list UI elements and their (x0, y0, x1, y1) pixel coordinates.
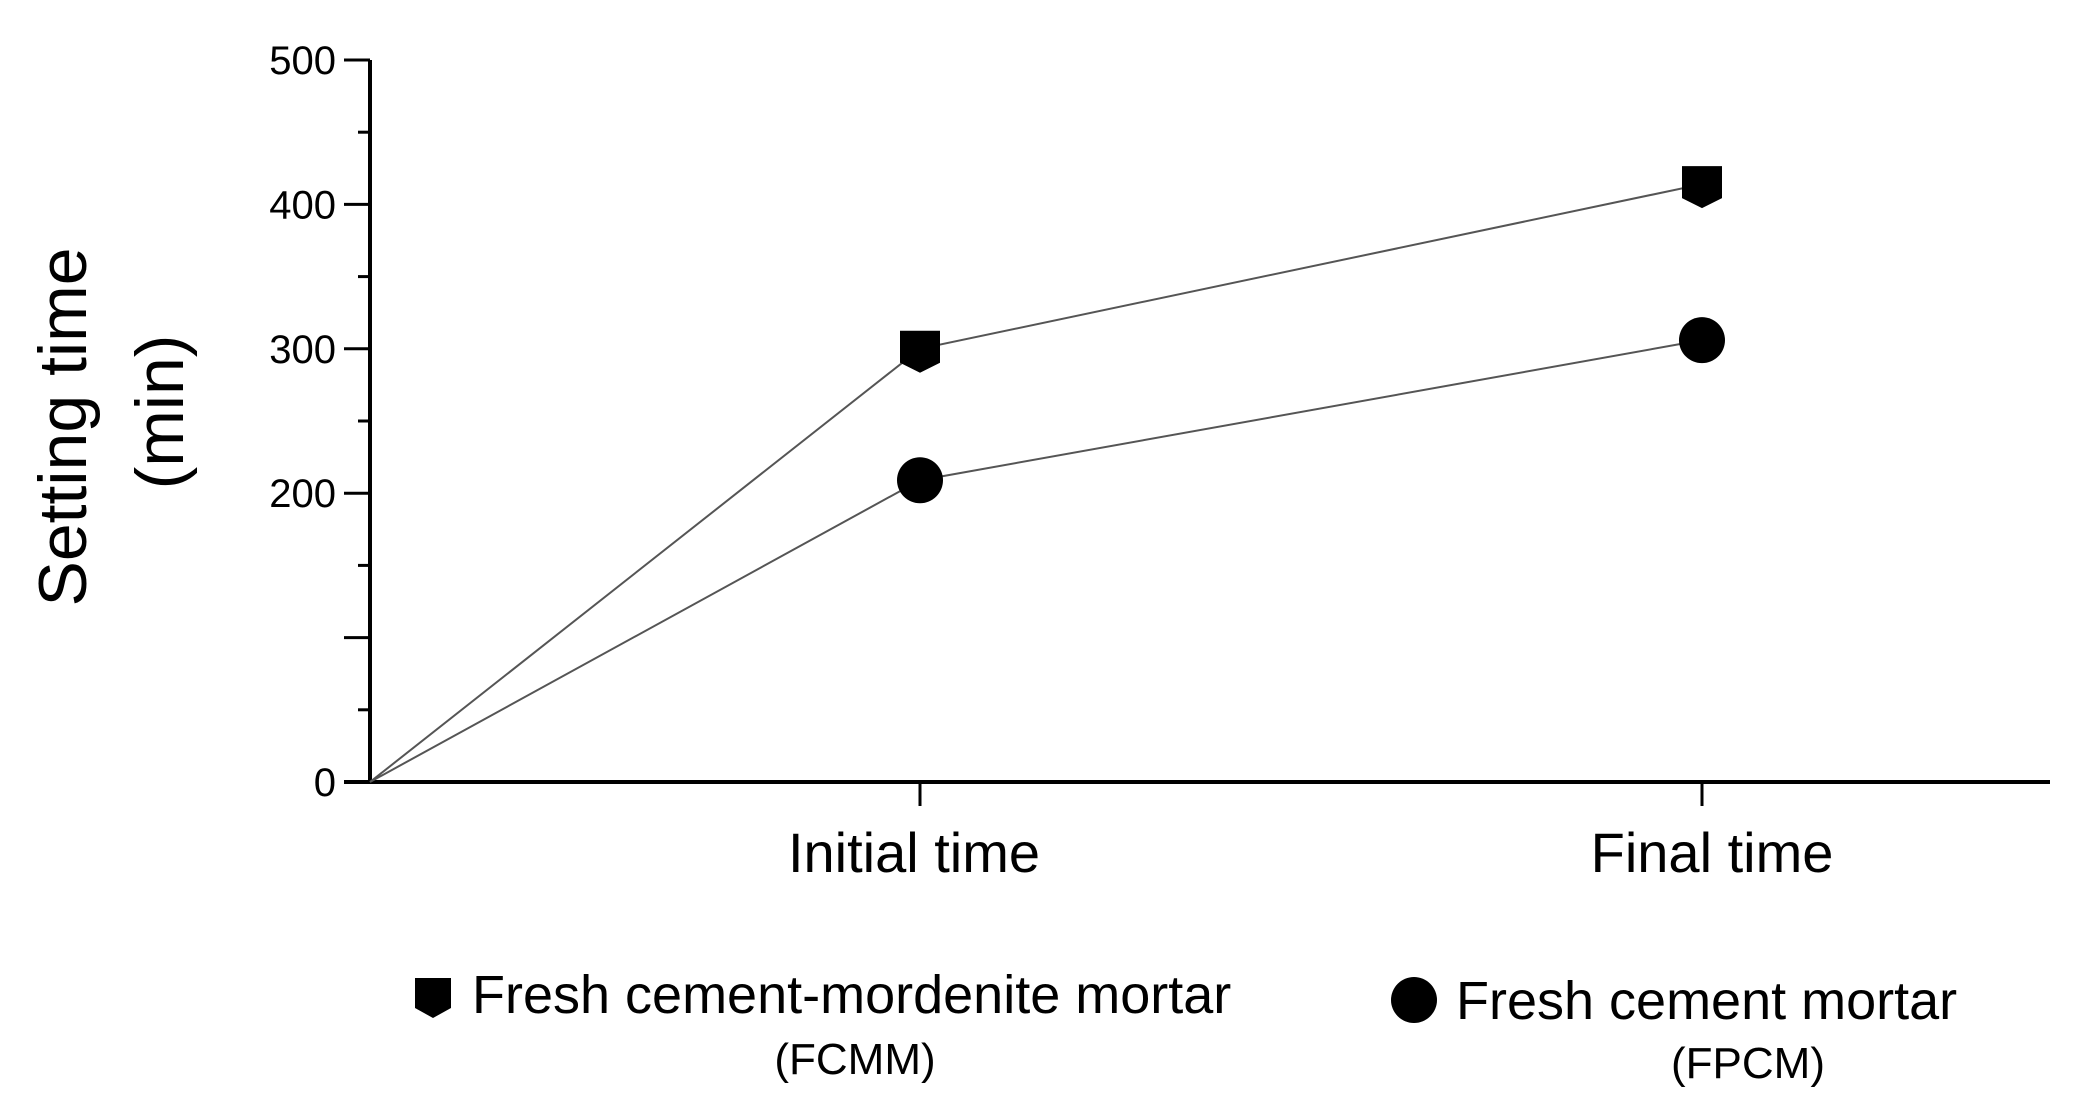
y-tick-label-300: 300 (269, 328, 336, 372)
y-ticks: 0 200 300 400 500 (269, 39, 370, 805)
legend-marker-circle (1391, 977, 1437, 1023)
series-lines (369, 183, 1703, 783)
legend-sub-fcmm: (FCMM) (774, 1035, 935, 1084)
data-point-s0-1 (900, 330, 940, 373)
x-ticks (918, 782, 1704, 806)
y-axis-title-line2: (min) (122, 335, 198, 490)
x-tick-label-final: Final time (1591, 821, 1834, 884)
y-tick-label-500: 500 (269, 39, 336, 83)
y-axis-title: Setting time (min) (25, 247, 198, 606)
legend-label-fpcm: Fresh cement mortar (1456, 971, 1957, 1031)
legend-item-fpcm: Fresh cement mortar (FPCM) (1391, 971, 1957, 1088)
series-line-0 (369, 183, 1703, 783)
series-markers (897, 166, 1725, 504)
data-point-s1-2 (1679, 317, 1725, 364)
legend: Fresh cement-mordenite mortar (FCMM) Fre… (415, 965, 1957, 1088)
y-tick-label-0: 0 (314, 761, 336, 805)
legend-item-fcmm: Fresh cement-mordenite mortar (FCMM) (415, 965, 1231, 1084)
data-point-s0-2 (1682, 166, 1722, 209)
x-tick-label-initial: Initial time (788, 821, 1040, 884)
series-line-1 (369, 339, 1703, 783)
legend-label-fcmm: Fresh cement-mordenite mortar (472, 965, 1231, 1025)
legend-marker-square (415, 978, 451, 1018)
y-axis-title-line1: Setting time (25, 247, 101, 606)
y-tick-label-400: 400 (269, 183, 336, 227)
y-tick-label-200: 200 (269, 472, 336, 516)
data-point-s1-1 (897, 457, 943, 504)
legend-sub-fpcm: (FPCM) (1671, 1039, 1825, 1088)
